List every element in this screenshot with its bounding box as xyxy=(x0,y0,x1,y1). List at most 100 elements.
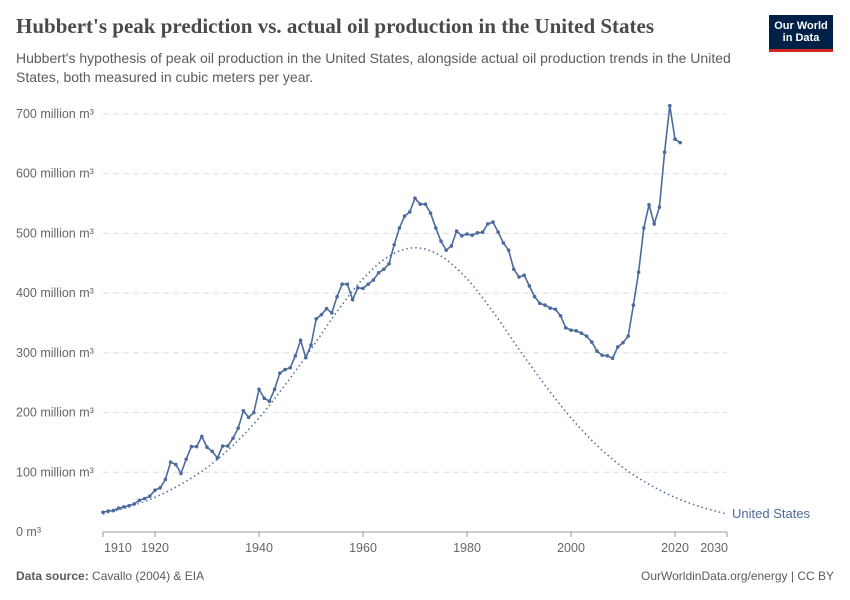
data-point xyxy=(408,210,412,214)
data-point xyxy=(647,202,651,207)
data-point xyxy=(174,462,178,467)
data-point xyxy=(678,140,682,145)
data-point xyxy=(226,444,230,448)
data-point xyxy=(397,226,402,230)
owid-logo[interactable]: Our World in Data xyxy=(769,15,833,52)
data-point xyxy=(148,494,152,498)
data-point xyxy=(538,301,542,306)
data-point xyxy=(486,222,490,226)
data-point xyxy=(506,248,511,252)
data-point xyxy=(132,502,136,506)
data-point xyxy=(168,460,173,464)
data-point xyxy=(194,444,199,449)
data-point xyxy=(569,328,573,332)
data-point xyxy=(189,444,194,449)
data-point xyxy=(366,282,371,286)
data-point xyxy=(610,356,615,361)
y-tick-label: 600 million m³ xyxy=(16,167,94,181)
data-point xyxy=(652,222,656,226)
y-tick-label: 700 million m³ xyxy=(16,107,94,121)
data-point xyxy=(122,505,126,509)
data-point xyxy=(496,230,501,235)
data-point xyxy=(605,354,610,358)
data-point xyxy=(236,426,240,430)
data-point xyxy=(153,488,157,493)
data-point xyxy=(673,137,677,141)
data-point xyxy=(283,367,287,372)
series-label-united-states: United States xyxy=(732,506,811,521)
data-point xyxy=(631,303,636,307)
data-point xyxy=(512,267,516,272)
data-point xyxy=(314,317,319,321)
data-point xyxy=(454,229,459,233)
data-point xyxy=(543,303,547,307)
data-point xyxy=(350,297,355,302)
y-tick-label: 400 million m³ xyxy=(16,286,94,300)
data-point xyxy=(163,477,168,482)
data-point xyxy=(116,506,121,510)
footer-license[interactable]: OurWorldinData.org/energy | CC BY xyxy=(641,569,834,583)
data-point xyxy=(548,306,552,310)
data-point xyxy=(272,387,277,392)
data-point xyxy=(382,267,386,272)
data-point xyxy=(101,510,105,515)
data-point xyxy=(532,294,537,299)
data-point xyxy=(657,205,662,209)
data-point xyxy=(584,334,589,338)
data-point xyxy=(418,202,423,206)
data-point xyxy=(480,230,485,235)
data-point xyxy=(340,282,345,286)
data-point xyxy=(262,396,267,401)
data-point xyxy=(330,311,334,315)
data-point xyxy=(278,371,282,375)
data-point xyxy=(626,334,630,338)
data-point xyxy=(106,509,110,513)
data-point xyxy=(267,399,272,404)
x-tick-label: 1980 xyxy=(453,541,481,555)
x-tick-label: 1910 xyxy=(104,541,132,555)
data-point xyxy=(413,196,417,200)
data-point xyxy=(111,508,116,513)
x-tick-label: 1920 xyxy=(141,541,169,555)
data-point xyxy=(444,248,449,252)
logo-line1: Our World xyxy=(774,20,828,32)
data-point xyxy=(293,354,298,358)
data-point xyxy=(402,214,407,218)
data-point xyxy=(574,328,578,333)
data-point xyxy=(246,415,251,420)
data-point xyxy=(590,340,594,344)
data-point xyxy=(158,486,162,490)
data-point xyxy=(616,345,620,349)
data-point xyxy=(304,355,308,360)
data-point xyxy=(465,232,469,236)
data-point xyxy=(600,353,604,358)
data-point xyxy=(324,306,329,311)
data-point xyxy=(527,284,532,288)
data-point xyxy=(636,270,641,275)
data-point xyxy=(210,449,214,454)
data-point xyxy=(522,273,526,278)
data-point xyxy=(434,226,438,230)
logo-line2: in Data xyxy=(782,32,820,44)
data-point xyxy=(460,234,464,238)
hubbert-prediction-line xyxy=(102,247,728,515)
y-tick-label: 100 million m³ xyxy=(16,465,94,479)
data-point xyxy=(252,410,256,415)
source-link[interactable]: Cavallo (2004) & EIA xyxy=(92,569,205,583)
data-point xyxy=(288,365,293,370)
data-point xyxy=(335,294,339,299)
data-point xyxy=(662,150,667,155)
data-point xyxy=(428,211,433,215)
data-point xyxy=(564,325,568,330)
data-point xyxy=(449,244,454,248)
data-point xyxy=(142,496,147,501)
data-point xyxy=(387,262,391,266)
x-tick-label: 2020 xyxy=(661,541,689,555)
data-point xyxy=(298,338,303,343)
data-point xyxy=(439,239,443,243)
data-point xyxy=(491,220,495,224)
data-point xyxy=(470,233,475,238)
y-tick-label: 0 m³ xyxy=(16,525,41,539)
data-point xyxy=(137,498,142,503)
